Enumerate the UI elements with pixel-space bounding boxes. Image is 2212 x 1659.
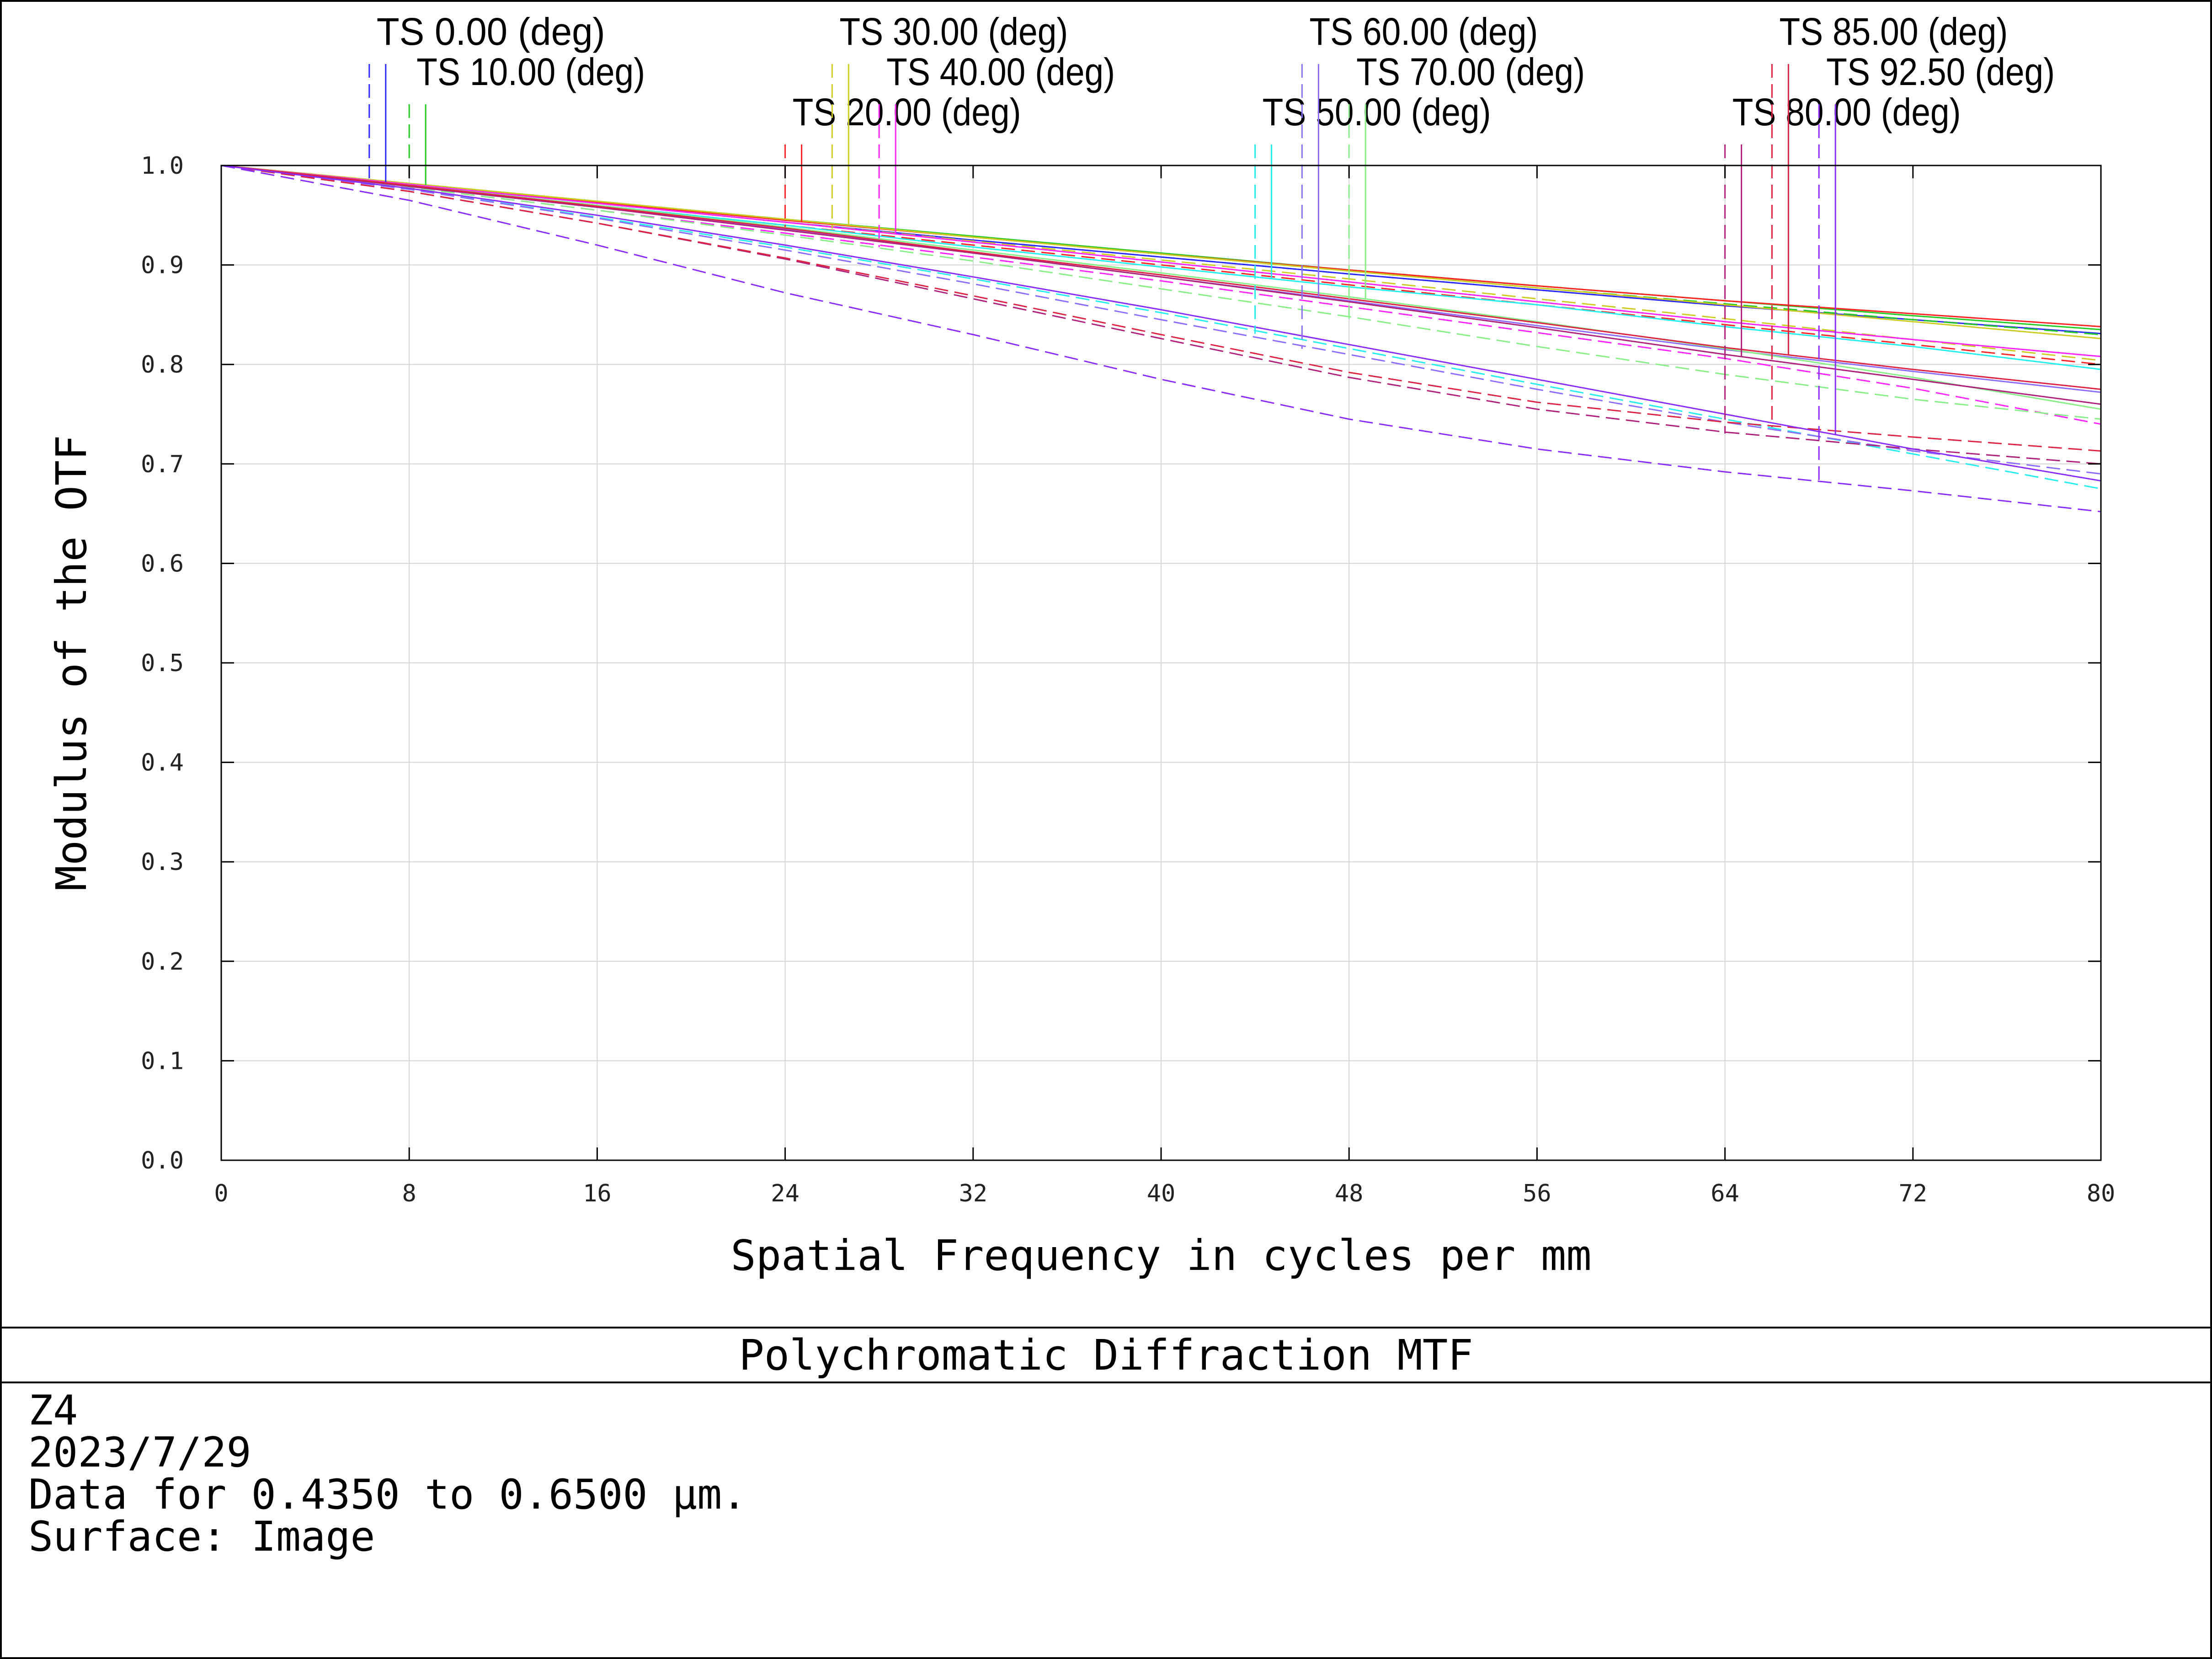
series-line-sagittal: [221, 165, 2101, 420]
series-line-tangential: [221, 165, 2101, 482]
plot-frame: [220, 165, 2102, 1161]
legend-entry-label: TS 60.00 (deg): [1309, 10, 1538, 53]
legend-entry-label: TS 50.00 (deg): [1263, 91, 1491, 133]
y-tick-label: 0.0: [141, 1147, 184, 1174]
x-tick-label: 8: [402, 1180, 416, 1207]
x-tick-label: 0: [214, 1180, 228, 1207]
y-tick-label: 0.9: [141, 252, 184, 279]
x-tick-label: 56: [1523, 1180, 1551, 1207]
series-line-sagittal: [221, 165, 2101, 490]
legend-entry-label: TS 30.00 (deg): [839, 10, 1068, 53]
series-line-tangential: [221, 165, 2101, 390]
info-block: Z4 2023/7/29 Data for 0.4350 to 0.6500 µ…: [28, 1390, 746, 1558]
info-date: 2023/7/29: [28, 1429, 251, 1477]
tick-layer: 0 8 16 24 32 40 48 56 64 72 80 0.0 0.1 0.2 0.3 0.4 0.5 0.…: [141, 152, 2115, 1207]
mtf-chart: TS 0.00 (deg)TS 10.00 (deg) TS 20.00 (deg…: [47, 10, 2115, 1280]
series-line-sagittal: [221, 165, 2101, 475]
x-tick-label: 16: [583, 1180, 612, 1207]
y-tick-label: 0.8: [141, 351, 184, 379]
y-tick-label: 0.3: [141, 848, 184, 876]
x-tick-label: 80: [2087, 1180, 2116, 1207]
legend-layer: TS 0.00 (deg)TS 10.00 (deg) TS 20.00 (deg…: [368, 10, 2055, 483]
series-line-sagittal: [221, 165, 2101, 465]
y-axis-label: Modulus of the OTF: [47, 435, 96, 891]
y-tick-label: 0.1: [141, 1047, 184, 1075]
series-line-sagittal: [221, 165, 2101, 512]
info-surface: Surface: Image: [28, 1513, 375, 1561]
series-line-sagittal: [221, 165, 2101, 425]
legend-entry-label: TS 10.00 (deg): [416, 50, 645, 93]
y-tick-label: 0.7: [141, 451, 184, 478]
info-wavelength-range: Data for 0.4350 to 0.6500 µm.: [28, 1471, 747, 1519]
chart-title: Polychromatic Diffraction MTF: [0, 1327, 2212, 1383]
y-tick-label: 1.0: [141, 152, 184, 180]
y-tick-label: 0.2: [141, 948, 184, 976]
series-layer: [221, 165, 2101, 512]
y-tick-label: 0.6: [141, 550, 184, 577]
x-tick-label: 32: [959, 1180, 987, 1207]
legend-entry-label: TS 70.00 (deg): [1356, 50, 1585, 93]
legend-entry-label: TS 85.00 (deg): [1779, 10, 2008, 53]
y-tick-label: 0.4: [141, 749, 184, 777]
x-tick-label: 40: [1147, 1180, 1176, 1207]
legend-entry-label: TS 80.00 (deg): [1732, 91, 1961, 133]
series-line-tangential: [221, 165, 2101, 405]
info-lens-name: Z4: [28, 1387, 78, 1435]
x-tick-label: 24: [771, 1180, 800, 1207]
x-tick-label: 64: [1711, 1180, 1739, 1207]
y-tick-label: 0.5: [141, 650, 184, 677]
series-line-tangential: [221, 165, 2101, 357]
legend-entry-label: TS 0.00 (deg): [377, 10, 605, 53]
x-axis-label: Spatial Frequency in cycles per mm: [730, 1231, 1591, 1280]
series-line-sagittal: [221, 165, 2101, 452]
legend-entry-label: TS 92.50 (deg): [1826, 50, 2055, 93]
series-line-tangential: [221, 165, 2101, 340]
legend-entry-label: TS 40.00 (deg): [886, 50, 1115, 93]
x-tick-label: 48: [1335, 1180, 1364, 1207]
x-tick-label: 72: [1898, 1180, 1927, 1207]
legend-entry-label: TS 20.00 (deg): [793, 91, 1021, 133]
